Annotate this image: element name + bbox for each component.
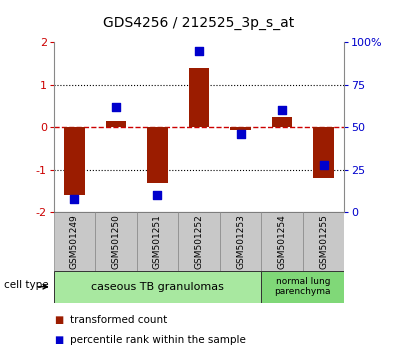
- Bar: [261, 271, 344, 303]
- Point: [154, 193, 161, 198]
- Text: GSM501252: GSM501252: [195, 214, 203, 269]
- Bar: [230, 127, 251, 130]
- Point: [237, 131, 244, 137]
- Text: ■: ■: [54, 315, 63, 325]
- Bar: [261, 212, 303, 271]
- Text: cell type: cell type: [4, 280, 49, 290]
- Bar: [64, 127, 85, 195]
- Bar: [54, 212, 95, 271]
- Text: GDS4256 / 212525_3p_s_at: GDS4256 / 212525_3p_s_at: [103, 16, 295, 30]
- Text: ■: ■: [54, 335, 63, 345]
- Bar: [95, 212, 137, 271]
- Text: normal lung
parenchyma: normal lung parenchyma: [275, 277, 331, 296]
- Text: caseous TB granulomas: caseous TB granulomas: [91, 282, 224, 292]
- Bar: [178, 212, 220, 271]
- Point: [279, 108, 285, 113]
- Point: [113, 104, 119, 110]
- Text: GSM501254: GSM501254: [277, 214, 287, 269]
- Bar: [189, 68, 209, 127]
- Bar: [271, 117, 293, 127]
- Bar: [220, 212, 261, 271]
- Text: GSM501255: GSM501255: [319, 214, 328, 269]
- Text: GSM501249: GSM501249: [70, 214, 79, 269]
- Bar: [303, 212, 344, 271]
- Bar: [147, 127, 168, 183]
- Bar: [105, 121, 126, 127]
- Bar: [54, 271, 261, 303]
- Text: GSM501253: GSM501253: [236, 214, 245, 269]
- Text: GSM501250: GSM501250: [111, 214, 121, 269]
- Point: [196, 48, 202, 54]
- Point: [320, 162, 327, 168]
- Bar: [137, 212, 178, 271]
- Point: [71, 196, 78, 202]
- Text: transformed count: transformed count: [70, 315, 168, 325]
- Text: percentile rank within the sample: percentile rank within the sample: [70, 335, 246, 345]
- Text: GSM501251: GSM501251: [153, 214, 162, 269]
- Bar: [313, 127, 334, 178]
